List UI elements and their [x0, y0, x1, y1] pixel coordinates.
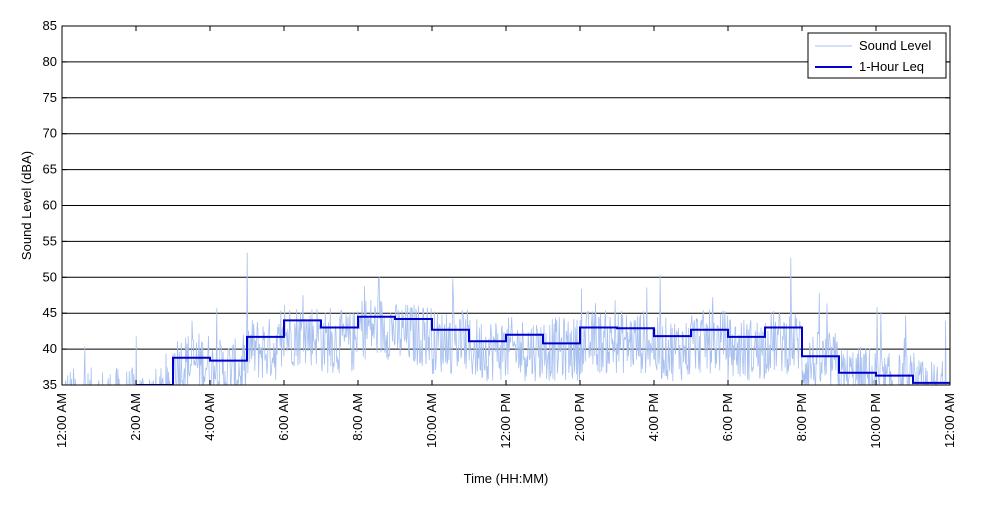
x-axis-ticks: 12:00 AM 2:00 AM 4:00 AM 6:00 AM 8:00 AM 10:0…: [54, 26, 957, 449]
y-axis-ticks: 35 40 45 50 55 60 65 70 75 80 85: [43, 18, 950, 392]
x-tick-label: 12:00 AM: [942, 393, 957, 448]
x-tick-label: 12:00 PM: [498, 393, 513, 449]
y-tick-label: 40: [43, 341, 57, 356]
x-tick-label: 6:00 PM: [720, 393, 735, 441]
legend: Sound Level 1-Hour Leq: [807, 32, 947, 79]
y-tick-label: 60: [43, 198, 57, 213]
sound-level-line: [64, 252, 950, 385]
y-tick-label: 35: [43, 377, 57, 392]
grid-layer: [62, 61, 950, 350]
x-axis-label: Time (HH:MM): [464, 471, 549, 486]
y-tick-label: 85: [43, 18, 57, 33]
y-tick-label: 45: [43, 305, 57, 320]
legend-label-sound-level: Sound Level: [859, 38, 931, 53]
leq-series: [136, 315, 950, 385]
x-tick-label: 2:00 PM: [572, 393, 587, 441]
x-tick-label: 4:00 AM: [202, 393, 217, 441]
x-tick-label: 8:00 PM: [794, 393, 809, 441]
y-tick-label: 80: [43, 54, 57, 69]
x-tick-label: 6:00 AM: [276, 393, 291, 441]
x-tick-label: 8:00 AM: [350, 393, 365, 441]
x-tick-label: 10:00 AM: [424, 393, 439, 448]
legend-box: [807, 32, 947, 79]
legend-label-leq: 1-Hour Leq: [859, 59, 924, 74]
leq-step-line: [136, 315, 950, 385]
y-tick-label: 65: [43, 162, 57, 177]
y-axis-label: Sound Level (dBA): [19, 151, 34, 260]
x-tick-label: 4:00 PM: [646, 393, 661, 441]
x-tick-label: 2:00 AM: [128, 393, 143, 441]
x-tick-label: 10:00 PM: [868, 393, 883, 449]
sound-level-series: [64, 252, 950, 385]
y-tick-label: 50: [43, 269, 57, 284]
y-tick-label: 70: [43, 126, 57, 141]
y-tick-label: 55: [43, 233, 57, 248]
y-tick-label: 75: [43, 90, 57, 105]
x-tick-label: 12:00 AM: [54, 393, 69, 448]
